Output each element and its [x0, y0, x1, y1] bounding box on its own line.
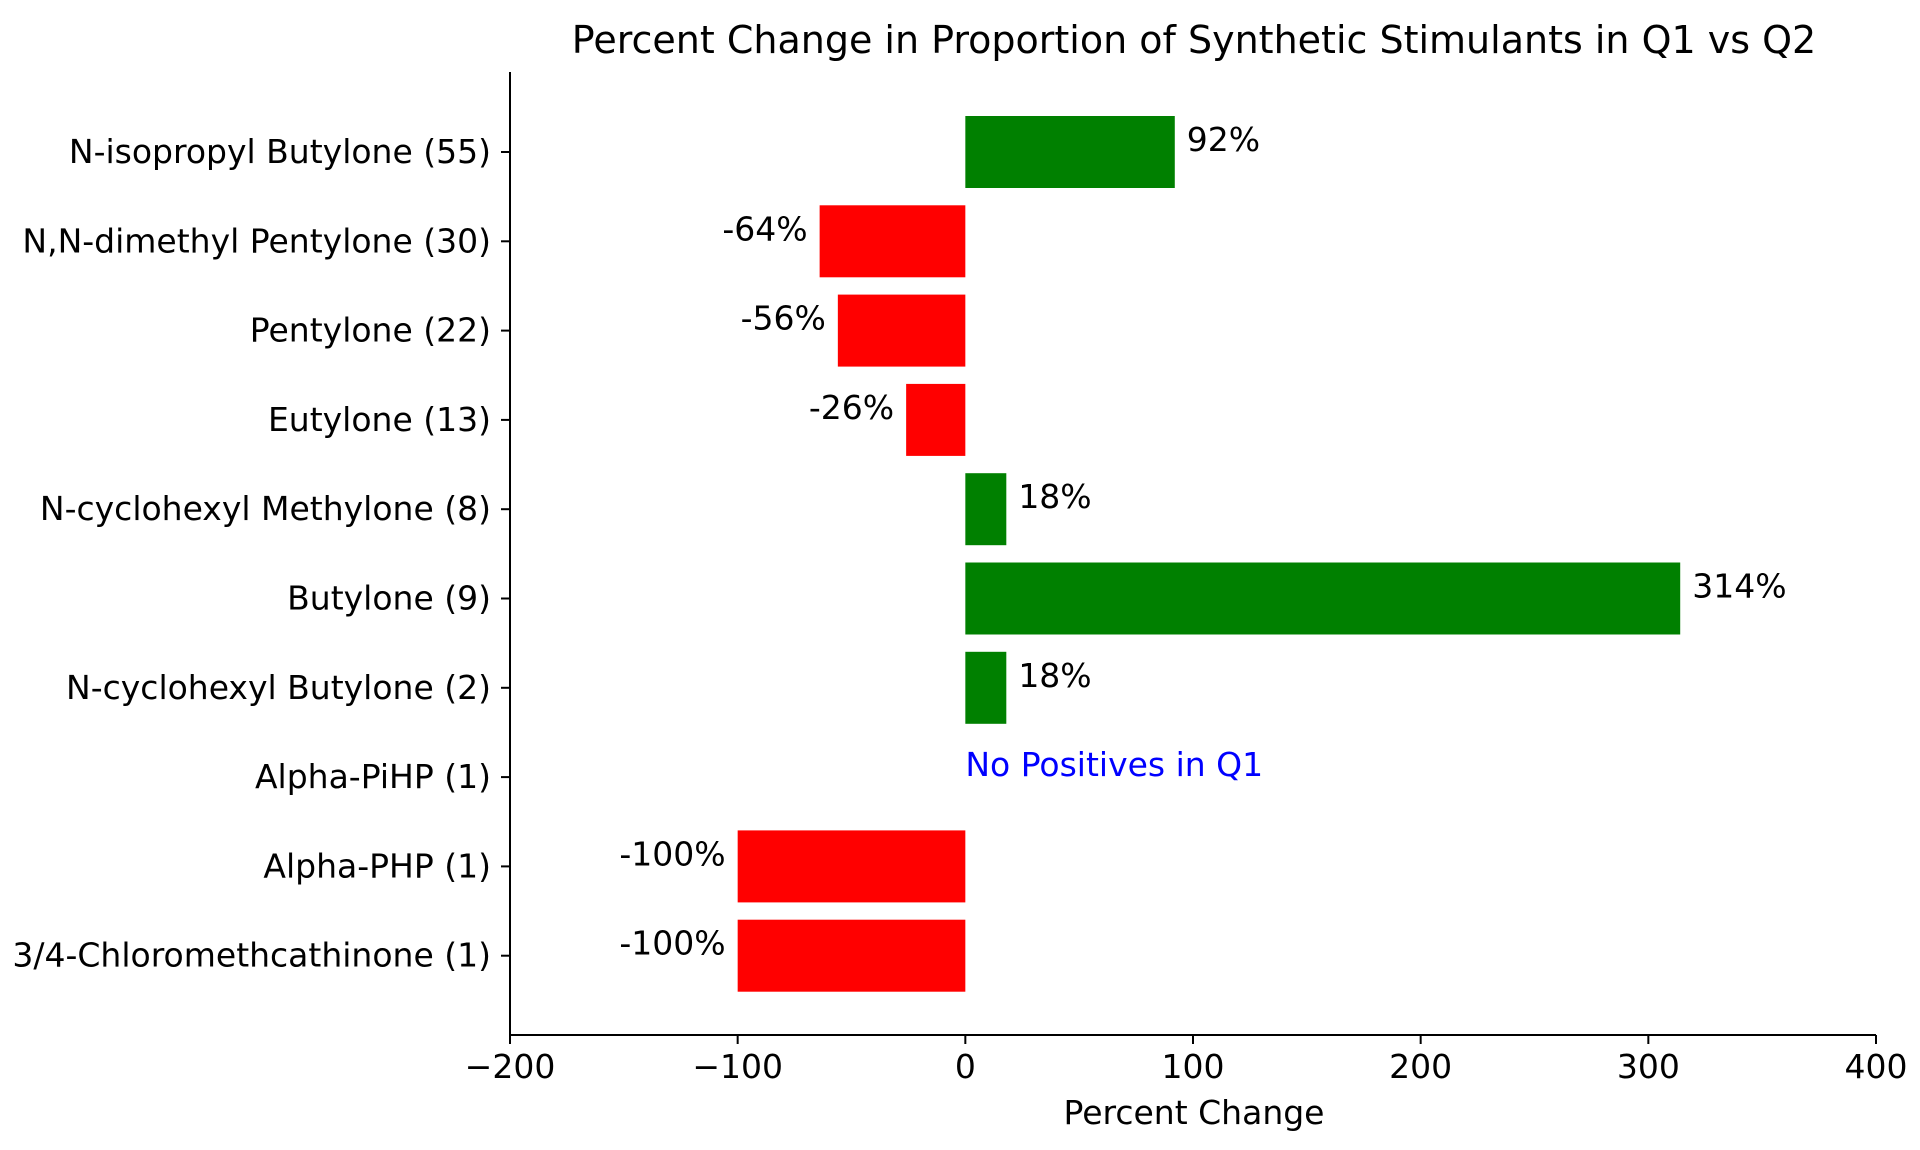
x-tick-label: 0 — [955, 1047, 976, 1086]
category-label: Butylone (9) — [287, 579, 491, 618]
category-label: 3/4-Chloromethcathinone (1) — [12, 936, 491, 975]
x-tick-label: −200 — [465, 1047, 556, 1086]
bar — [965, 651, 1007, 724]
data-label: -100% — [619, 924, 725, 963]
data-label: 314% — [1692, 567, 1786, 606]
category-label: N,N-dimethyl Pentylone (30) — [22, 221, 491, 260]
chart-title: Percent Change in Proportion of Syntheti… — [572, 18, 1816, 62]
bar — [965, 116, 1175, 188]
bar — [819, 205, 966, 278]
x-axis-label: Percent Change — [1063, 1093, 1324, 1132]
annotation-label: No Positives in Q1 — [965, 745, 1263, 784]
bars-layer — [737, 116, 1681, 992]
data-label: 18% — [1018, 656, 1091, 695]
data-label: -56% — [741, 299, 826, 338]
data-label: -100% — [619, 834, 725, 873]
value-labels-layer: 92% -64% -56% -26% 18% 314% 18% -100% -100% — [619, 120, 1786, 963]
bar — [837, 294, 966, 367]
x-axis: −200 −100 0 100 200 300 400 — [465, 1034, 1908, 1086]
x-tick-label: 100 — [1162, 1047, 1225, 1086]
category-label: Pentylone (22) — [250, 311, 491, 350]
bar — [737, 919, 966, 992]
category-label: Alpha-PiHP (1) — [255, 757, 491, 796]
category-label: N-isopropyl Butylone (55) — [69, 132, 491, 171]
annotations-layer: No Positives in Q1 — [965, 745, 1263, 784]
x-tick-label: 300 — [1617, 1047, 1680, 1086]
data-label: 92% — [1187, 120, 1260, 159]
data-label: 18% — [1018, 477, 1091, 516]
category-label: N-cyclohexyl Butylone (2) — [66, 668, 491, 707]
data-label: -64% — [722, 209, 807, 248]
bar — [906, 383, 966, 456]
bar — [965, 562, 1681, 635]
bar — [965, 473, 1007, 546]
x-tick-label: 400 — [1845, 1047, 1908, 1086]
x-tick-label: 200 — [1389, 1047, 1452, 1086]
category-label: Eutylone (13) — [268, 400, 491, 439]
x-tick-label: −100 — [692, 1047, 783, 1086]
bar — [737, 830, 966, 903]
y-axis: N-isopropyl Butylone (55) N,N-dimethyl Pe… — [12, 72, 511, 1035]
category-label: N-cyclohexyl Methylone (8) — [40, 489, 491, 528]
category-label: Alpha-PHP (1) — [263, 846, 491, 885]
data-label: -26% — [809, 388, 894, 427]
